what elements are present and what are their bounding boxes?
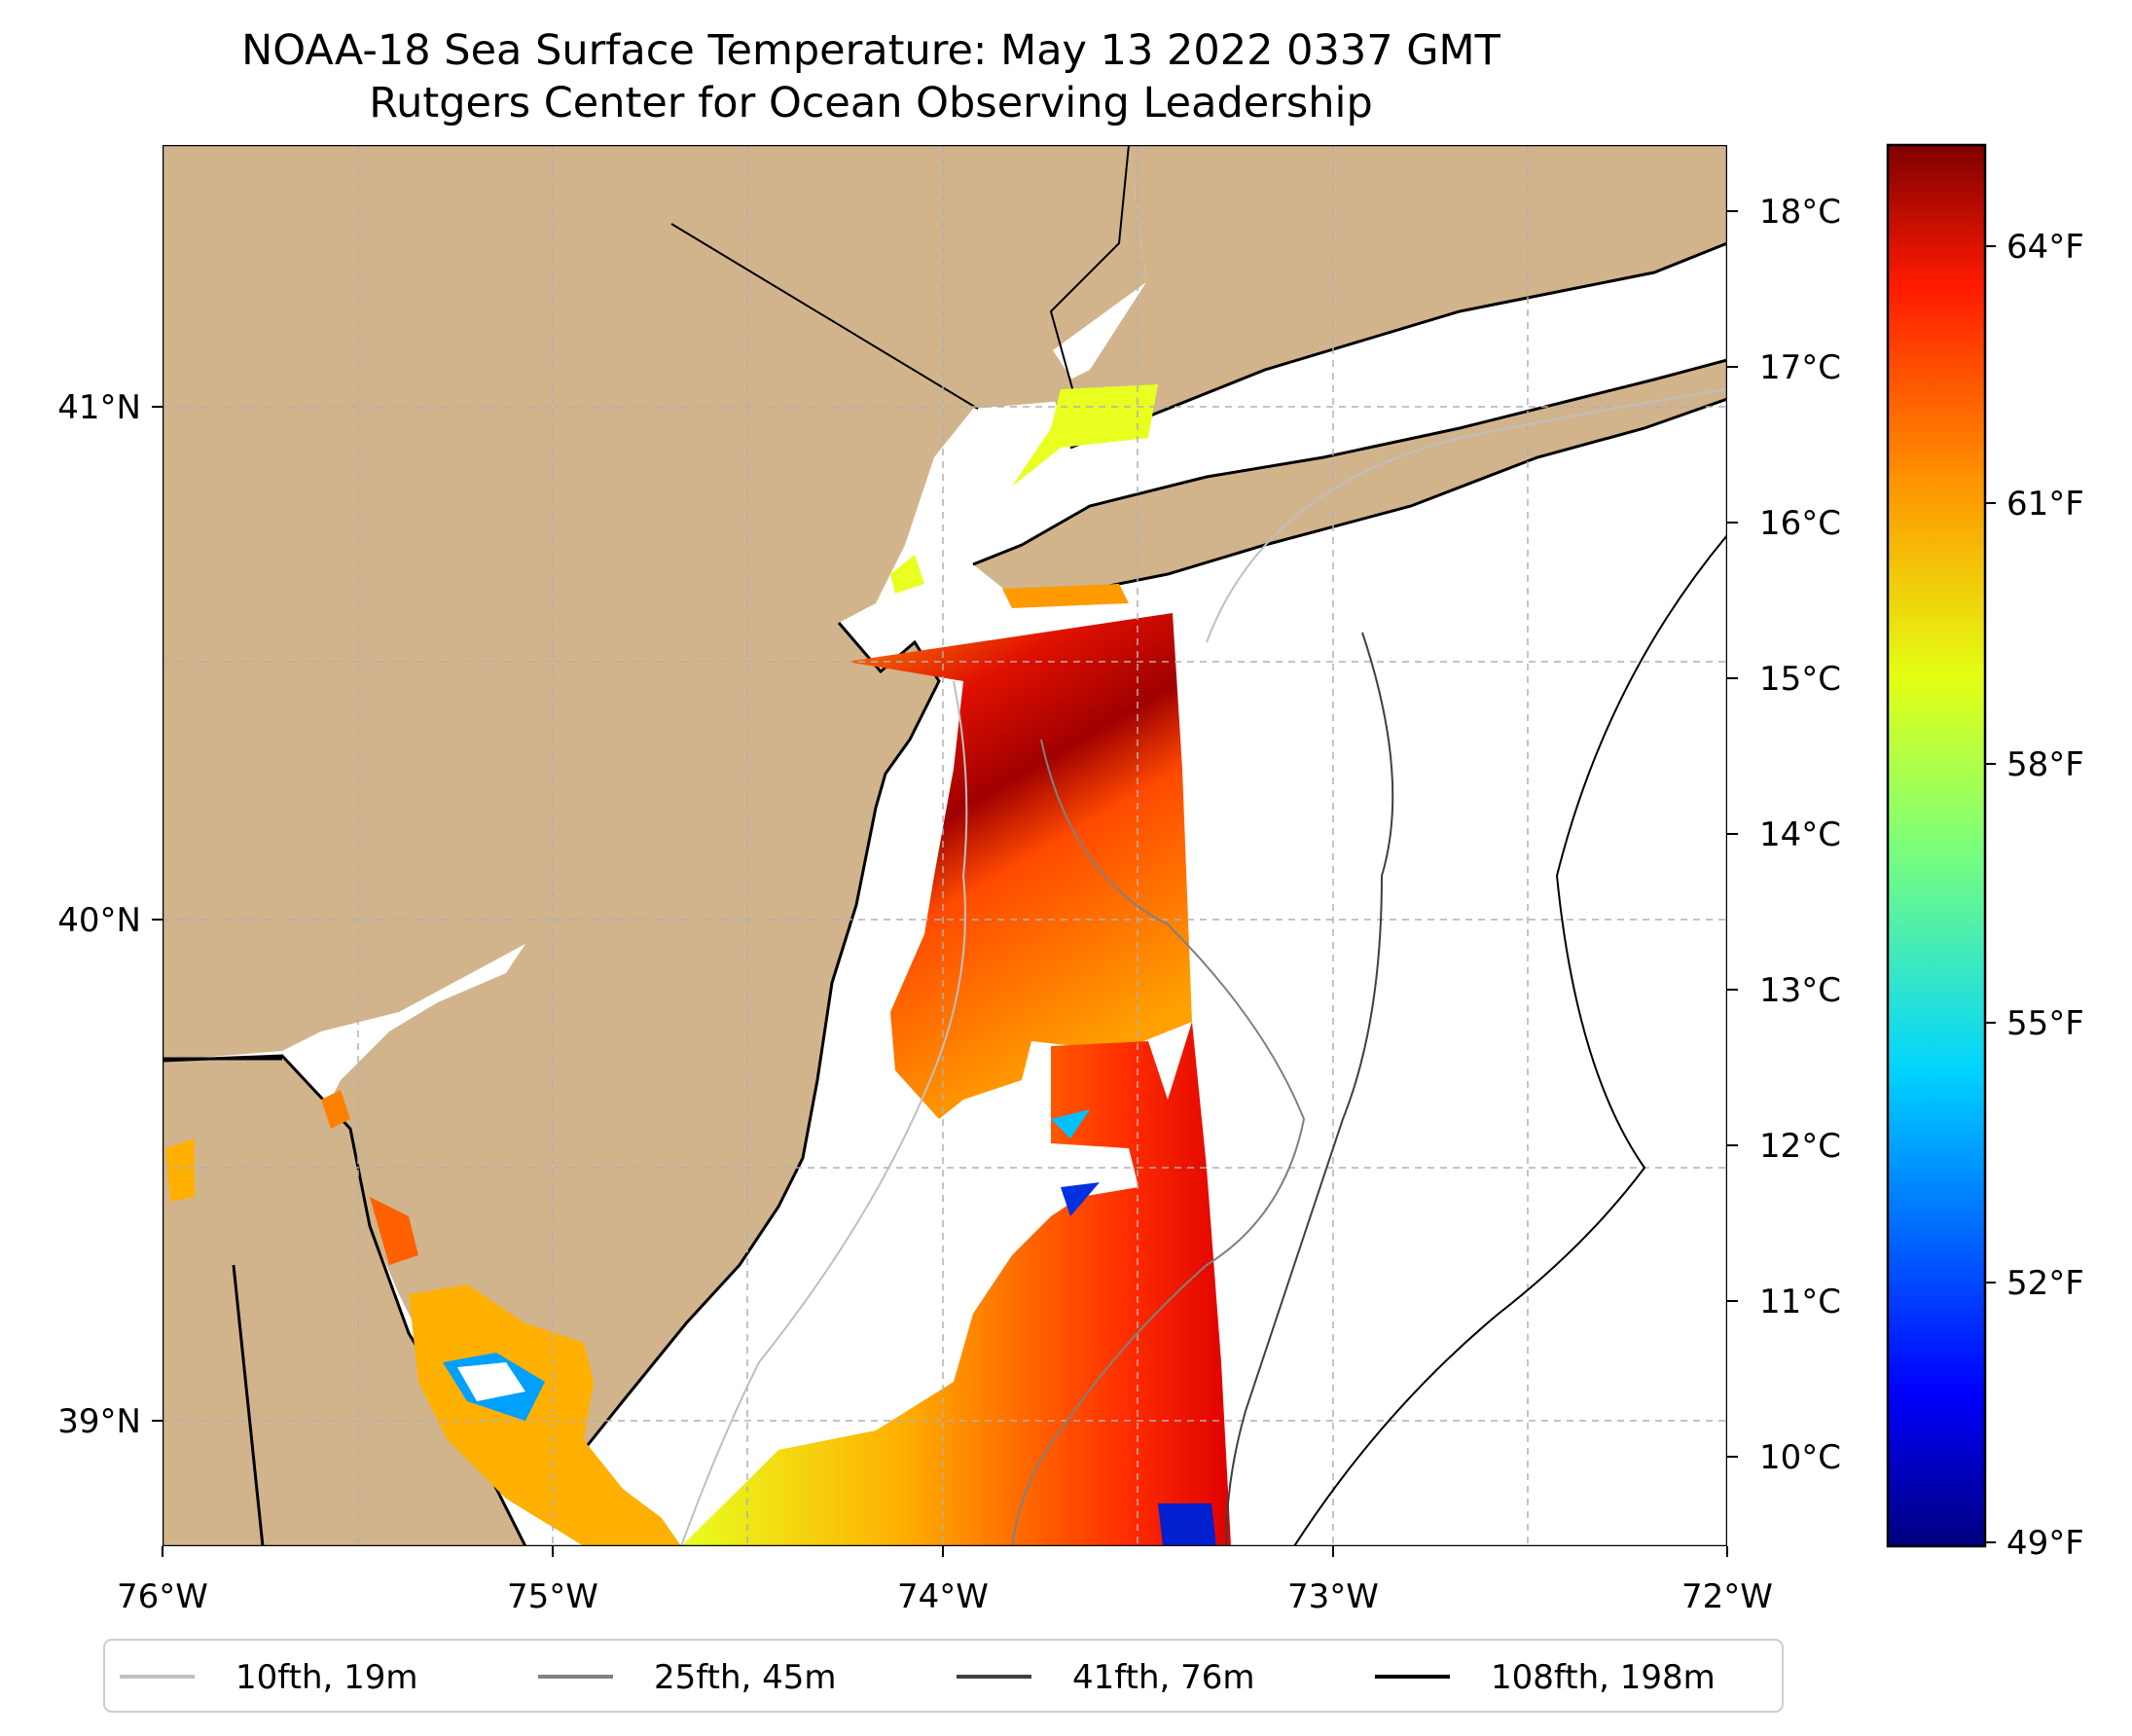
state-borders <box>670 145 1130 410</box>
lon-label: 72°W <box>1681 1577 1773 1616</box>
fahrenheit-ticks <box>1985 245 1996 1543</box>
fahrenheit-label: 64°F <box>2006 228 2084 267</box>
colorbar-gradient <box>1886 143 1987 1548</box>
legend-label: 25fth, 45m <box>654 1658 837 1697</box>
legend: 10fth, 19m 25fth, 45m 41fth, 76m 108fth,… <box>103 1639 1784 1713</box>
axis-ticks <box>152 406 1728 1557</box>
legend-label: 108fth, 198m <box>1491 1658 1716 1697</box>
celsius-label: 10°C <box>1759 1438 1841 1477</box>
lat-label: 40°N <box>57 901 141 940</box>
lat-label: 41°N <box>57 388 141 427</box>
celsius-label: 17°C <box>1759 348 1841 387</box>
sst-overlay <box>165 384 1231 1546</box>
fahrenheit-label: 55°F <box>2006 1004 2084 1043</box>
graticule <box>163 145 1727 1546</box>
map-panel <box>163 145 1727 1546</box>
fahrenheit-label: 52°F <box>2006 1264 2084 1303</box>
legend-label: 10fth, 19m <box>235 1658 418 1697</box>
celsius-label: 12°C <box>1759 1127 1841 1166</box>
legend-box <box>103 1639 1784 1713</box>
bathymetry-contours <box>680 388 1727 1546</box>
celsius-label: 15°C <box>1759 660 1841 699</box>
map-subtitle: Rutgers Center for Ocean Observing Leade… <box>369 79 1373 127</box>
fahrenheit-label: 61°F <box>2006 485 2084 524</box>
land-mainland <box>163 145 1146 1469</box>
land-delmarva <box>163 1056 525 1546</box>
lat-label: 39°N <box>57 1402 141 1441</box>
lon-label: 74°W <box>897 1577 989 1616</box>
celsius-label: 18°C <box>1759 193 1841 232</box>
fahrenheit-label: 58°F <box>2006 745 2084 784</box>
lon-label: 73°W <box>1287 1577 1379 1616</box>
land-long-island <box>973 360 1727 603</box>
map-title: NOAA-18 Sea Surface Temperature: May 13 … <box>241 26 1500 75</box>
legend-label: 41fth, 76m <box>1072 1658 1255 1697</box>
celsius-label: 16°C <box>1759 504 1841 543</box>
fahrenheit-label: 49°F <box>2006 1524 2084 1563</box>
celsius-label: 13°C <box>1759 971 1841 1010</box>
lon-label: 75°W <box>507 1577 598 1616</box>
celsius-label: 14°C <box>1759 815 1841 854</box>
lon-label: 76°W <box>117 1577 208 1616</box>
land-new-england <box>1051 145 1727 448</box>
celsius-ticks <box>1727 210 1738 1458</box>
celsius-label: 11°C <box>1759 1283 1841 1321</box>
colorbar: 18°C 17°C 16°C 15°C 14°C 13°C 12°C 11°C … <box>1727 143 2084 1563</box>
